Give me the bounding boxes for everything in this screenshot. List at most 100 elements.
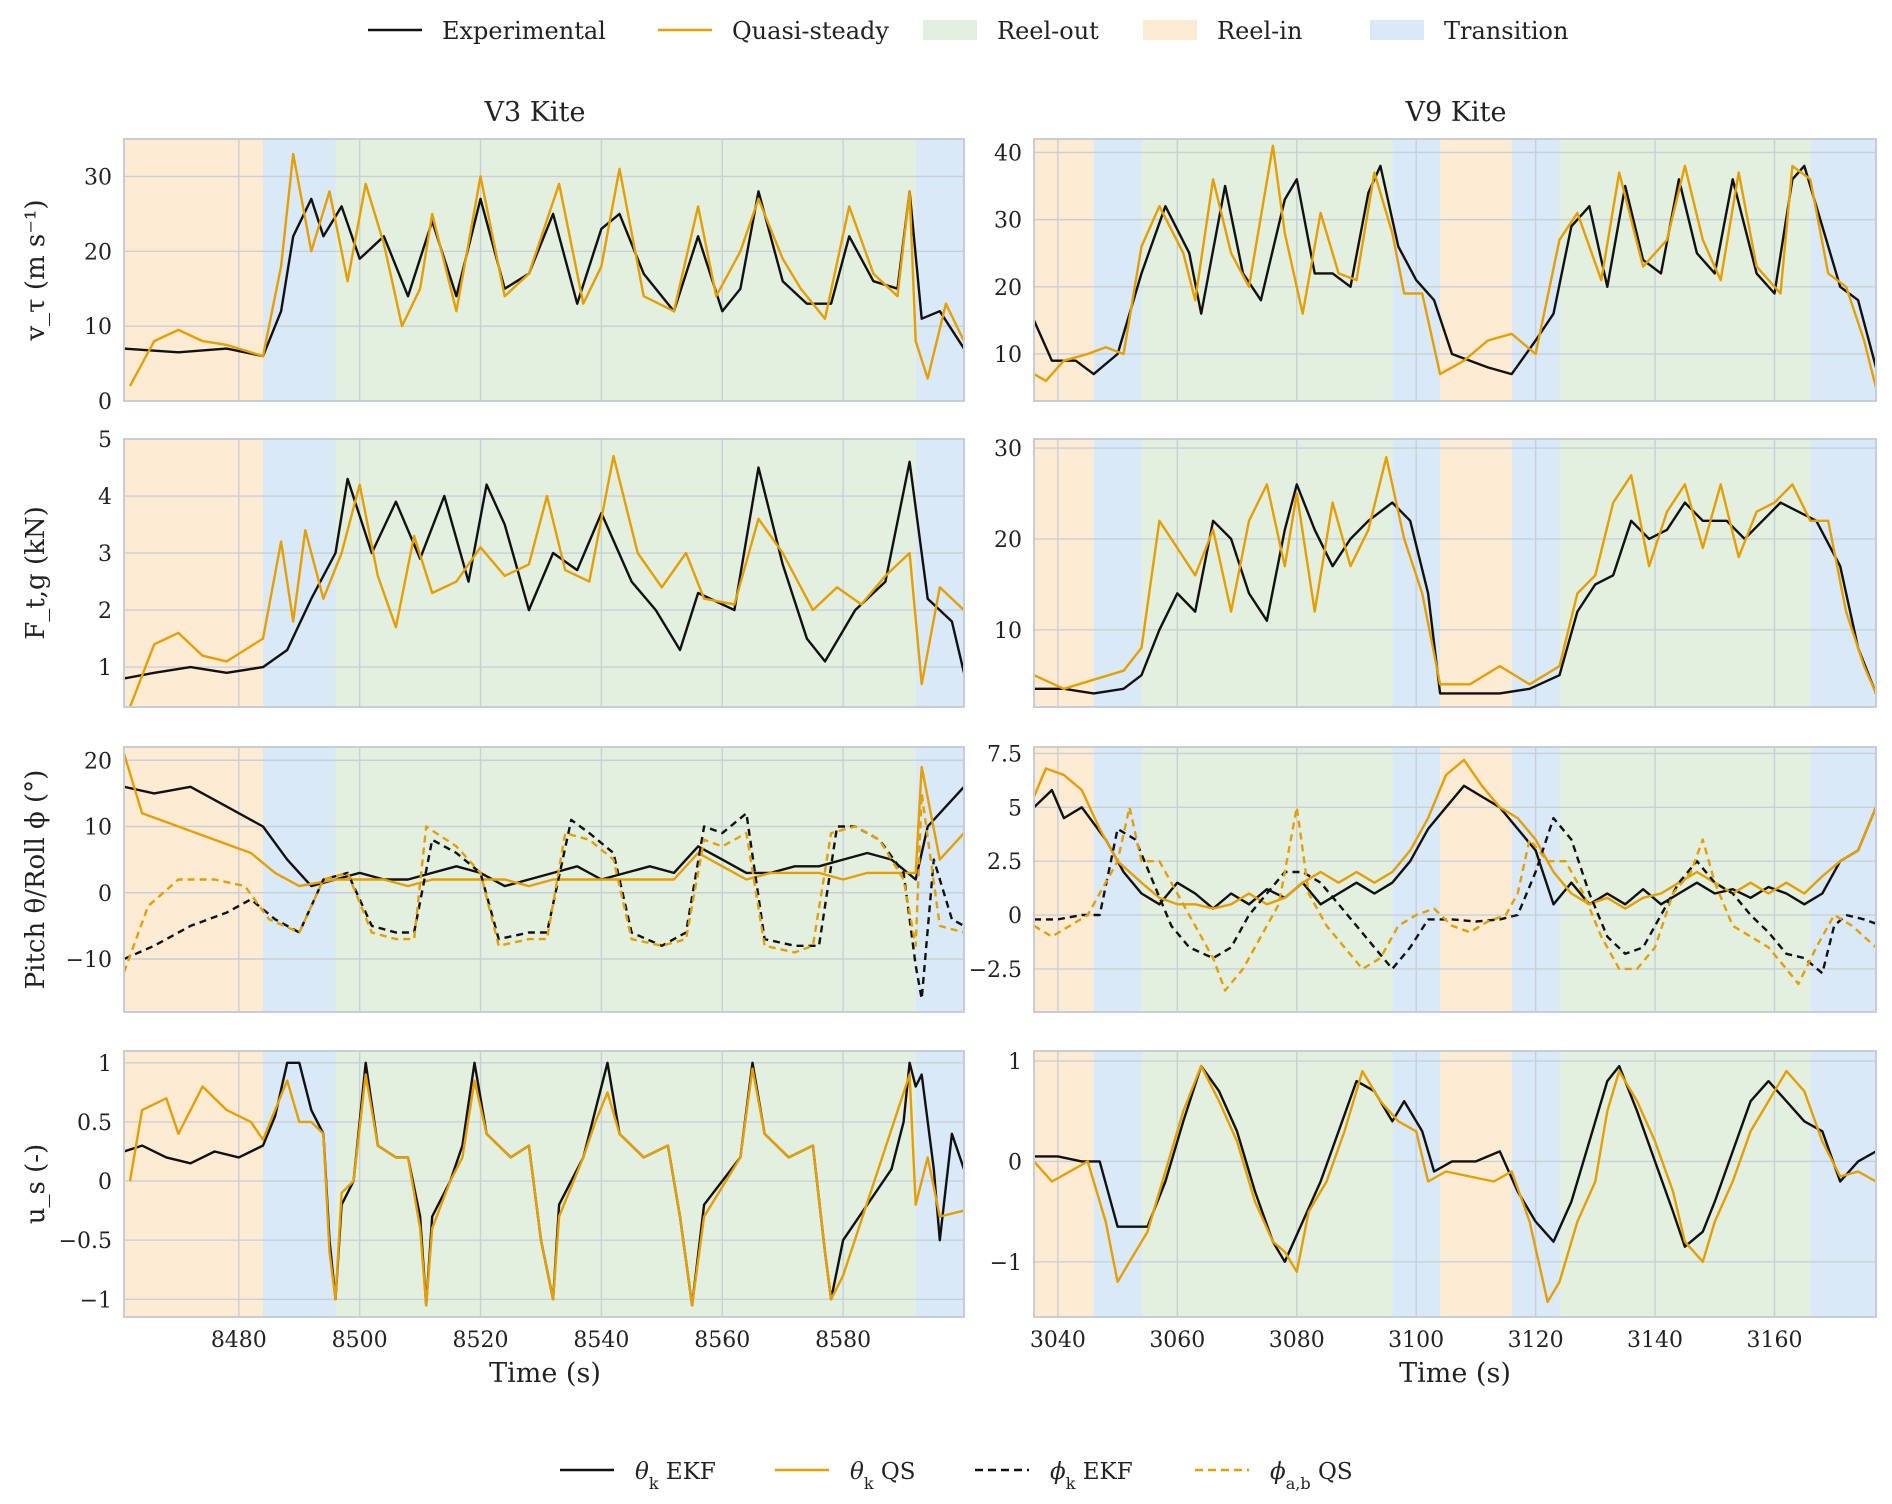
panel-frame — [123, 1050, 965, 1318]
phase-span-transition-3 — [915, 139, 964, 401]
series-line--k-qs-1 — [124, 753, 964, 888]
y-tick-label: 0 — [98, 1170, 112, 1195]
y-tick-label: 40 — [994, 141, 1022, 166]
panel-0-3: −1 −0.5 0 0.5 1 8480 8500 8520 8540 8560 8580 u_s (… — [21, 1050, 965, 1353]
y-tick-label: 20 — [84, 240, 112, 265]
panel-1-1: 10 20 30 — [994, 437, 1877, 708]
y-axis-label: u_s (-) — [21, 1144, 51, 1224]
panel-frame — [1033, 746, 1877, 1013]
phase-span-reel_out-2 — [335, 139, 916, 401]
y-tick-label: −1 — [990, 1251, 1022, 1276]
phase-span-reel_out-2 — [335, 1051, 916, 1317]
phase-span-transition-1 — [1093, 1051, 1142, 1317]
series-line--a-b-qs-3 — [124, 792, 964, 973]
y-tick-label: −10 — [66, 948, 112, 973]
phase-span-reel_out-2 — [1141, 1051, 1393, 1317]
x-tick-label: 3060 — [1149, 1328, 1205, 1353]
phase-span-transition-1 — [1093, 139, 1142, 401]
legend-bottom-label-3: ϕa,b QS — [1270, 1459, 1353, 1493]
phase-span-reel_in-0 — [1034, 439, 1094, 707]
y-tick-label: 1 — [1008, 1050, 1022, 1075]
legend-top-patch-3 — [1143, 20, 1197, 40]
y-tick-label: 10 — [84, 315, 112, 340]
series-line-experimental-0 — [1034, 164, 1876, 376]
legend-top-label-4: Transition — [1444, 17, 1568, 45]
phase-span-reel_in-4 — [1440, 439, 1512, 707]
series-line-experimental-0 — [124, 460, 964, 680]
x-tick-label: 8480 — [211, 1328, 267, 1353]
y-tick-label: 20 — [994, 276, 1022, 301]
x-tick-label: 3120 — [1508, 1328, 1564, 1353]
phase-span-reel_in-0 — [124, 1051, 263, 1317]
series-line-experimental-0 — [124, 190, 964, 358]
legend-top-patch-2 — [923, 20, 977, 40]
y-tick-label: 30 — [994, 437, 1022, 462]
series-line--k-ekf-2 — [1034, 816, 1876, 975]
y-tick-label: 2 — [98, 599, 112, 624]
panel-frame — [123, 438, 965, 708]
phase-span-reel_in-0 — [1034, 139, 1094, 401]
y-tick-label: −1 — [80, 1288, 112, 1313]
y-tick-label: 0 — [98, 390, 112, 415]
series-line--k-ekf-2 — [124, 812, 964, 1000]
y-tick-label: 30 — [84, 165, 112, 190]
phase-span-transition-1 — [262, 139, 336, 401]
phase-span-transition-1 — [262, 1051, 336, 1317]
x-tick-label: 8560 — [694, 1328, 750, 1353]
series-line-quasi-steady-1 — [1034, 456, 1876, 694]
panel-1-3: −1 0 1 3040 3060 3080 3100 3120 3140 3160 — [990, 1050, 1877, 1353]
y-tick-label: −2.5 — [969, 958, 1022, 983]
phase-span-reel_in-0 — [124, 139, 263, 401]
x-tick-label: 8500 — [332, 1328, 388, 1353]
x-tick-label: 8520 — [453, 1328, 509, 1353]
y-tick-label: 10 — [994, 343, 1022, 368]
legend-top-label-0: Experimental — [442, 17, 606, 45]
phase-span-transition-1 — [1093, 439, 1142, 707]
x-tick-label: 3080 — [1269, 1328, 1325, 1353]
y-tick-label: 5 — [98, 428, 112, 453]
legend-top-label-1: Quasi-steady — [732, 17, 889, 45]
series-line--k-ekf-0 — [124, 785, 964, 888]
panel-frame — [123, 746, 965, 1013]
y-tick-label: 0 — [1008, 1150, 1022, 1175]
series-line-quasi-steady-1 — [1034, 144, 1876, 388]
panel-1-2: −2.5 0 2.5 5 7.5 — [969, 742, 1877, 1013]
series-line-quasi-steady-1 — [128, 152, 964, 387]
phase-span-transition-7 — [1810, 747, 1876, 1012]
y-tick-label: 20 — [84, 749, 112, 774]
series-line--k-qs-1 — [1034, 758, 1876, 910]
column-title-v9: V9 Kite — [1405, 97, 1507, 128]
panel-frame — [123, 138, 965, 402]
y-tick-label: 30 — [994, 209, 1022, 234]
phase-span-reel_in-0 — [1034, 1051, 1094, 1317]
panel-1-0: 10 20 30 40 — [994, 138, 1877, 402]
x-tick-label: 3140 — [1627, 1328, 1683, 1353]
x-tick-label: 8580 — [815, 1328, 871, 1353]
legend-top-label-2: Reel-out — [997, 17, 1099, 45]
x-tick-label: 8540 — [573, 1328, 629, 1353]
y-tick-label: 10 — [84, 816, 112, 841]
phase-span-reel_in-0 — [1034, 747, 1094, 1012]
y-tick-label: 1 — [98, 656, 112, 681]
y-tick-label: 0.5 — [77, 1111, 112, 1136]
phase-span-reel_out-2 — [1141, 439, 1393, 707]
phase-span-reel_out-6 — [1559, 1051, 1811, 1317]
x-axis-label-v3: Time (s) — [489, 1358, 601, 1389]
phase-span-reel_in-4 — [1440, 1051, 1512, 1317]
panel-frame — [1033, 438, 1877, 708]
y-axis-label: F_t,g (kN) — [21, 506, 51, 639]
x-tick-label: 3160 — [1746, 1328, 1802, 1353]
x-axis-label-v9: Time (s) — [1399, 1358, 1511, 1389]
y-tick-label: 3 — [98, 542, 112, 567]
panel-0-2: −10 0 10 20 Pitch θ/Roll ϕ (°) — [21, 746, 965, 1013]
phase-span-reel_in-4 — [1440, 747, 1512, 1012]
series-line-quasi-steady-1 — [1034, 1064, 1876, 1304]
column-title-v3: V3 Kite — [484, 97, 586, 128]
y-tick-label: 1 — [98, 1052, 112, 1077]
y-tick-label: 20 — [994, 528, 1022, 553]
series-line-quasi-steady-1 — [128, 454, 964, 707]
phase-span-transition-7 — [1810, 139, 1876, 401]
legend-top: Experimental Quasi-steady Reel-out Reel-in T… — [368, 17, 1568, 45]
series-line-quasi-steady-1 — [128, 1067, 964, 1307]
